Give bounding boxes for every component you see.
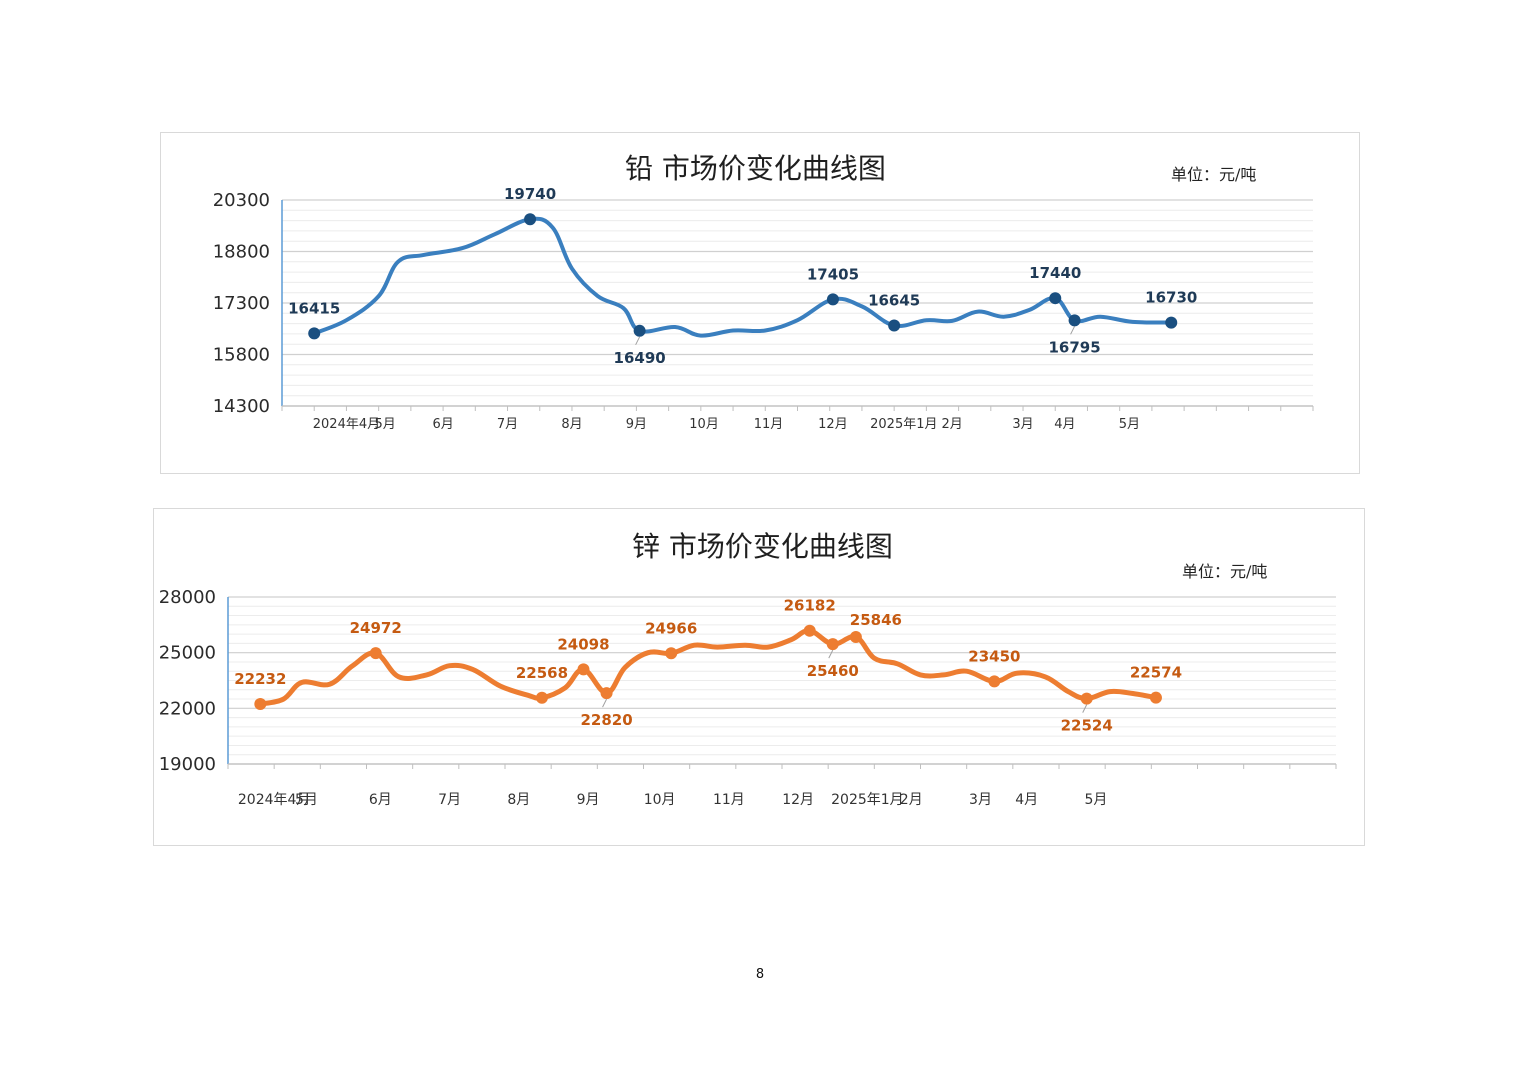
x-tick-label: 3月 bbox=[1012, 417, 1033, 432]
data-point bbox=[888, 319, 901, 332]
x-tick-label: 3月 bbox=[969, 792, 992, 808]
x-tick-label: 12月 bbox=[782, 792, 814, 808]
data-point bbox=[254, 698, 267, 711]
data-point bbox=[826, 638, 839, 651]
series-line bbox=[257, 628, 1159, 707]
data-label: 17440 bbox=[1029, 264, 1081, 282]
data-point bbox=[826, 293, 839, 306]
data-point bbox=[803, 624, 816, 637]
x-tick-label: 10月 bbox=[689, 417, 719, 432]
data-label: 16645 bbox=[868, 291, 920, 309]
data-label: 16795 bbox=[1048, 338, 1100, 356]
x-tick-label: 2025年1月 bbox=[831, 792, 904, 808]
series-line bbox=[312, 216, 1174, 338]
y-tick-label: 15800 bbox=[213, 345, 270, 366]
data-label: 24966 bbox=[645, 619, 697, 637]
unit-label: 单位：元/吨 bbox=[1182, 562, 1268, 581]
y-tick-label: 18800 bbox=[213, 242, 270, 263]
x-tick-label: 6月 bbox=[432, 417, 453, 432]
data-label: 19740 bbox=[504, 185, 556, 203]
data-point bbox=[577, 663, 590, 676]
data-point bbox=[1049, 292, 1062, 305]
data-point bbox=[1068, 314, 1081, 327]
page-number: 8 bbox=[755, 967, 765, 982]
data-point bbox=[665, 647, 678, 660]
chart-title: 铅 市场价变化曲线图 bbox=[625, 152, 886, 185]
data-label: 22232 bbox=[234, 670, 286, 688]
data-point bbox=[600, 687, 613, 700]
data-label: 16490 bbox=[614, 349, 666, 367]
label-leader bbox=[1070, 326, 1076, 335]
x-tick-label: 12月 bbox=[818, 417, 848, 432]
data-label: 22820 bbox=[580, 711, 632, 729]
x-tick-label: 5月 bbox=[374, 417, 395, 432]
data-point bbox=[1080, 692, 1093, 705]
label-leader bbox=[1082, 704, 1088, 713]
x-tick-label: 7月 bbox=[438, 792, 461, 808]
lead-price-chart: 铅 市场价变化曲线图 单位：元/吨 14300 15800 17300 18800 20… bbox=[160, 132, 1360, 474]
x-tick-label: 5月 bbox=[1084, 792, 1107, 808]
data-label: 22574 bbox=[1130, 664, 1182, 682]
data-point bbox=[633, 324, 646, 337]
data-point bbox=[849, 630, 862, 643]
data-point bbox=[1165, 316, 1178, 329]
y-tick-label: 14300 bbox=[213, 396, 270, 417]
x-tick-label: 7月 bbox=[497, 417, 518, 432]
x-tick-label: 2月 bbox=[942, 417, 963, 432]
unit-label: 单位：元/吨 bbox=[1171, 165, 1257, 184]
data-label: 23450 bbox=[968, 647, 1020, 665]
data-label: 24098 bbox=[557, 635, 609, 653]
data-point bbox=[308, 327, 321, 340]
data-label: 25846 bbox=[850, 611, 902, 629]
y-tick-label: 19000 bbox=[159, 754, 216, 775]
x-tick-label: 2024年4月 bbox=[238, 792, 311, 808]
y-tick-label: 17300 bbox=[213, 293, 270, 314]
data-label: 17405 bbox=[807, 265, 859, 283]
data-point bbox=[988, 675, 1001, 688]
chart-title: 锌 市场价变化曲线图 bbox=[632, 530, 893, 563]
data-label: 24972 bbox=[350, 619, 402, 637]
x-tick-label: 11月 bbox=[713, 792, 745, 808]
label-leader bbox=[635, 336, 641, 346]
data-point bbox=[1149, 691, 1162, 704]
x-tick-label: 9月 bbox=[626, 417, 647, 432]
x-tick-label: 2月 bbox=[900, 792, 923, 808]
y-tick-label: 25000 bbox=[159, 643, 216, 664]
x-tick-label: 9月 bbox=[577, 792, 600, 808]
data-point bbox=[535, 691, 548, 704]
data-label: 26182 bbox=[784, 597, 836, 615]
zinc-price-chart: 锌 市场价变化曲线图 单位：元/吨 19000 22000 25000 28000 20… bbox=[153, 508, 1365, 846]
x-tick-label: 2025年1月 bbox=[870, 417, 937, 432]
data-label: 16730 bbox=[1145, 289, 1197, 307]
x-tick-label: 8月 bbox=[561, 417, 582, 432]
x-tick-label: 2024年4月 bbox=[313, 417, 380, 432]
label-leader bbox=[602, 698, 608, 708]
y-tick-label: 22000 bbox=[159, 698, 216, 719]
x-tick-label: 4月 bbox=[1054, 417, 1075, 432]
x-tick-label: 11月 bbox=[754, 417, 784, 432]
x-tick-label: 6月 bbox=[369, 792, 392, 808]
x-tick-label: 5月 bbox=[295, 792, 318, 808]
x-tick-label: 4月 bbox=[1015, 792, 1038, 808]
data-label: 22524 bbox=[1061, 717, 1113, 735]
label-leader bbox=[828, 649, 834, 659]
data-point bbox=[369, 647, 382, 660]
x-tick-label: 10月 bbox=[644, 792, 676, 808]
data-label: 22568 bbox=[516, 664, 568, 682]
y-tick-label: 20300 bbox=[213, 190, 270, 211]
data-point bbox=[524, 213, 537, 226]
y-tick-label: 28000 bbox=[159, 587, 216, 608]
x-tick-label: 8月 bbox=[507, 792, 530, 808]
data-label: 16415 bbox=[288, 299, 340, 317]
data-label: 25460 bbox=[807, 662, 859, 680]
x-tick-label: 5月 bbox=[1119, 417, 1140, 432]
